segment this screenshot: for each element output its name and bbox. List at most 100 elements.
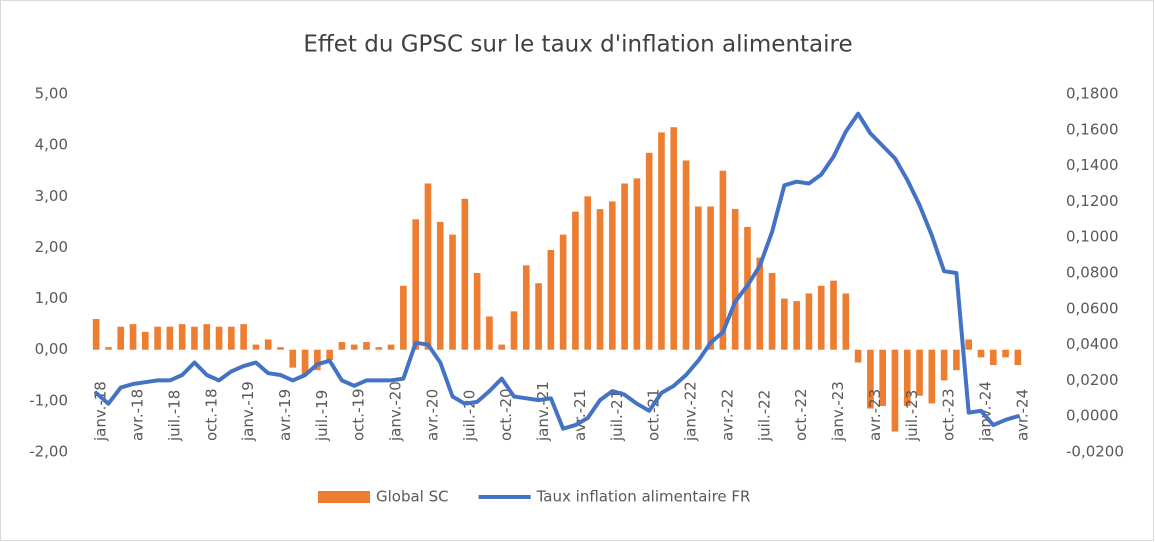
bar	[903, 349, 911, 406]
bar	[879, 349, 886, 406]
bar	[117, 326, 125, 350]
x-tick-label: juil.-21	[608, 390, 626, 442]
bar	[277, 347, 284, 350]
bar	[141, 331, 149, 350]
chart-title: Effet du GPSC sur le taux d'inflation al…	[303, 32, 852, 58]
x-tick-label: avr.-19	[276, 389, 294, 441]
x-tick-label: janv.-23	[829, 381, 847, 442]
bar	[596, 209, 604, 350]
x-tick-label: avr.-22	[718, 389, 736, 441]
y-tick-label: 4,00	[35, 136, 68, 154]
bar	[547, 249, 555, 350]
bar	[805, 293, 813, 350]
x-tick-label: juil.-18	[165, 390, 183, 442]
bar	[154, 326, 161, 350]
x-tick-label: janv.-19	[239, 381, 257, 442]
bar	[166, 326, 174, 350]
y2-tick-label: 0,0000	[1066, 407, 1119, 425]
y2-tick-label: 0,1400	[1066, 156, 1119, 174]
x-tick-label: avr.-24	[1013, 389, 1031, 441]
bar	[608, 201, 616, 350]
y-tick-label: 2,00	[35, 238, 68, 256]
bar	[240, 324, 247, 350]
bar	[178, 324, 186, 350]
bar	[326, 349, 333, 360]
bar	[129, 324, 137, 350]
x-tick-label: oct.-22	[792, 388, 810, 441]
bar	[756, 257, 764, 350]
bar	[535, 283, 542, 350]
bar	[842, 293, 850, 350]
bar	[645, 152, 653, 350]
bar	[916, 349, 923, 396]
bar	[314, 349, 321, 371]
bar	[707, 206, 714, 350]
bar	[387, 344, 395, 350]
y2-tick-label: 0,0400	[1066, 335, 1119, 353]
bar	[953, 349, 960, 371]
bar	[891, 349, 899, 432]
y2-tick-label: -0,0200	[1066, 443, 1124, 461]
y2-tick-label: 0,1800	[1066, 85, 1119, 103]
bar	[449, 234, 456, 350]
x-tick-label: oct.-19	[350, 388, 368, 441]
bar	[670, 127, 678, 350]
y-tick-label: 5,00	[35, 85, 68, 103]
bar	[658, 132, 665, 350]
x-tick-label: janv.-18	[92, 381, 110, 442]
x-tick-label: oct.-23	[940, 388, 958, 441]
bar	[621, 183, 628, 350]
bar	[928, 349, 936, 404]
bar	[989, 349, 997, 366]
bar	[436, 221, 444, 350]
bar	[289, 349, 297, 368]
bar	[400, 285, 407, 350]
x-tick-label: oct.-20	[497, 388, 515, 441]
bar	[264, 339, 272, 350]
y2-tick-label: 0,0600	[1066, 299, 1119, 317]
y-tick-label: 0,00	[35, 340, 68, 358]
bar	[510, 311, 518, 350]
bar	[350, 344, 358, 350]
bar	[105, 347, 112, 350]
bar	[793, 301, 800, 350]
bar	[940, 349, 948, 381]
x-tick-label: avr.-23	[866, 389, 884, 441]
bar	[867, 349, 874, 409]
y2-tick-label: 0,1600	[1066, 120, 1119, 138]
bar	[473, 273, 481, 350]
x-tick-label: janv.-21	[534, 381, 552, 442]
bar	[424, 183, 432, 350]
x-tick-label: juil.-22	[755, 390, 773, 442]
y2-tick-label: 0,1000	[1066, 228, 1119, 246]
bar	[817, 285, 825, 350]
y-tick-label: 3,00	[35, 187, 68, 205]
bar	[854, 349, 862, 363]
bar	[498, 344, 506, 350]
bar	[682, 160, 690, 350]
legend-label: Taux inflation alimentaire FR	[536, 488, 751, 506]
y2-tick-label: 0,0200	[1066, 371, 1119, 389]
bar	[363, 342, 370, 350]
bar	[731, 209, 739, 350]
bar	[412, 219, 419, 350]
bar	[1002, 349, 1009, 358]
y-tick-label: -2,00	[29, 443, 68, 461]
bar	[486, 316, 493, 350]
y-tick-label: -1,00	[29, 391, 68, 409]
bar	[781, 298, 788, 350]
bar	[559, 234, 567, 350]
bar	[977, 349, 985, 358]
x-tick-label: janv.-20	[387, 381, 405, 442]
bar	[633, 178, 641, 350]
x-tick-label: juil.-19	[313, 390, 331, 442]
x-tick-label: janv.-22	[682, 381, 700, 442]
y-tick-label: 1,00	[35, 289, 68, 307]
x-tick-label: avr.-21	[571, 389, 589, 441]
bar	[719, 170, 727, 350]
bar	[191, 326, 198, 350]
bar	[1014, 349, 1022, 366]
bar	[203, 324, 211, 350]
y2-tick-label: 0,0800	[1066, 264, 1119, 282]
